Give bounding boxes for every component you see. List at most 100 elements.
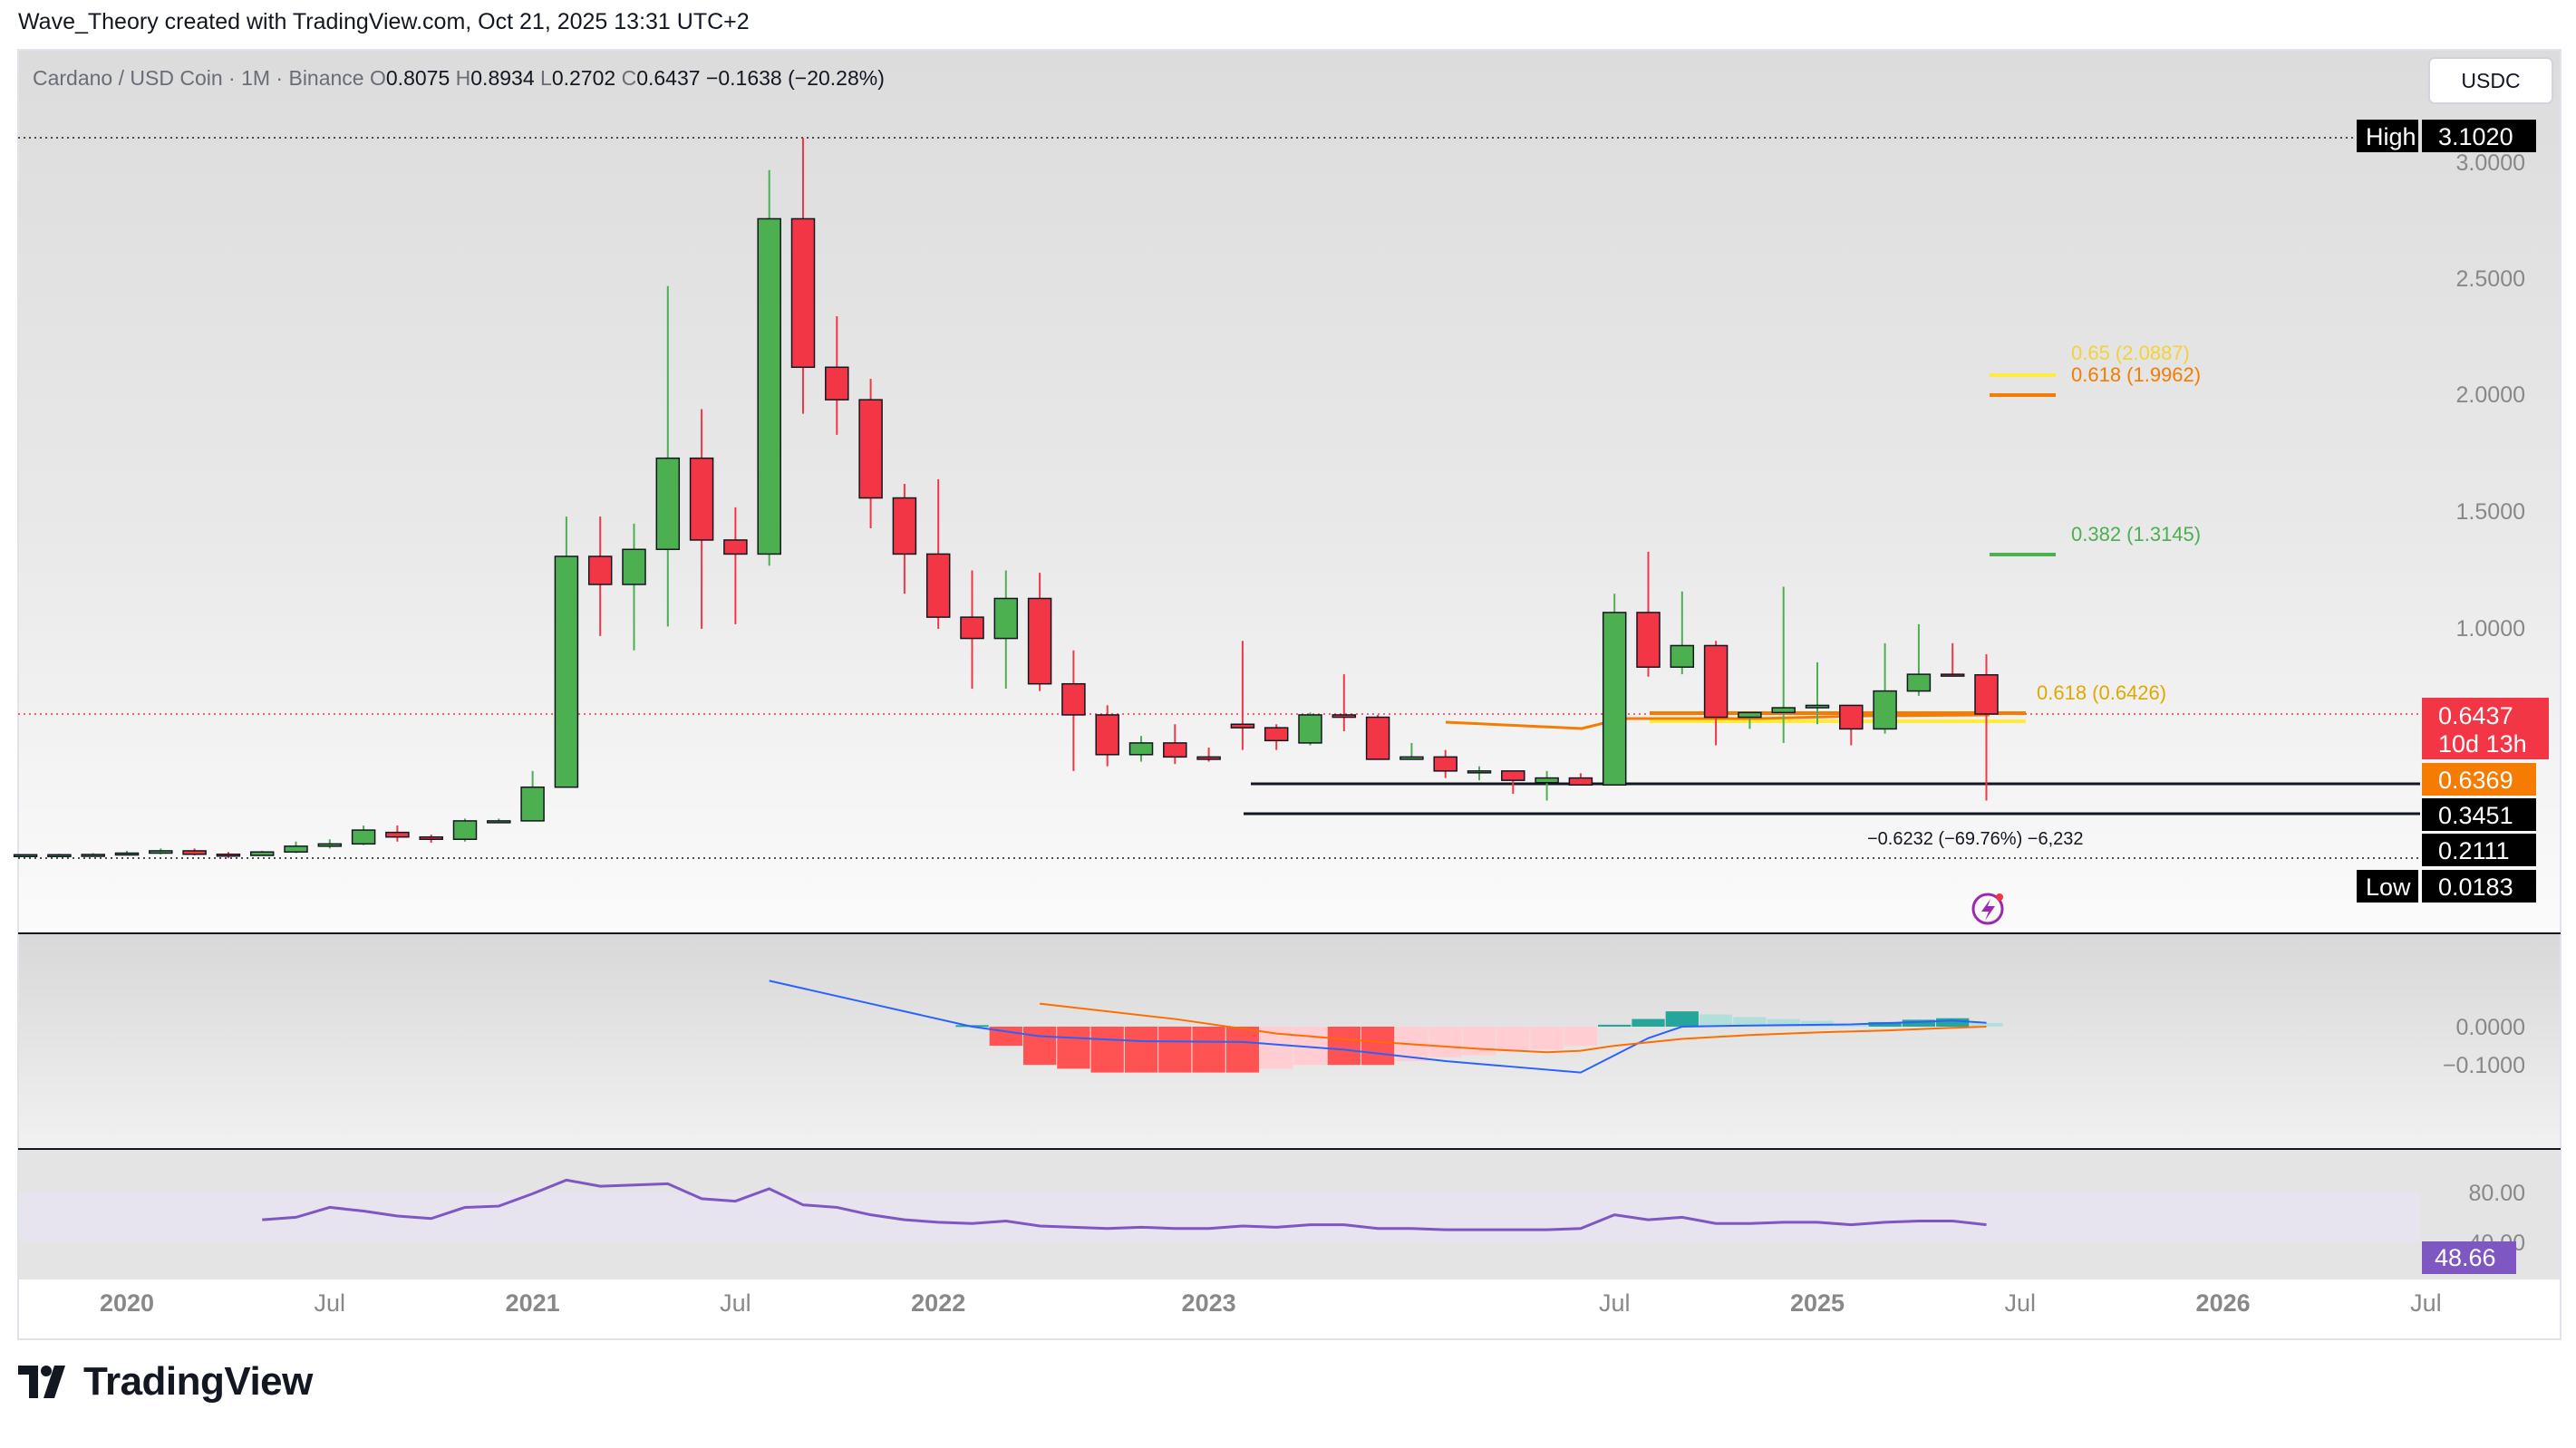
candle-body[interactable] [587,555,613,585]
candle-body[interactable] [1501,770,1525,781]
candle-body[interactable] [1568,777,1593,787]
candle-body[interactable] [689,457,714,541]
candle-body[interactable] [385,831,410,838]
price-tag-prefix-bg [2357,870,2418,903]
price-tick-label: 1.0000 [2456,616,2525,642]
rsi-tick-label: 80.00 [2468,1181,2525,1206]
candle-body[interactable] [1163,742,1187,758]
candle-body[interactable] [13,854,38,858]
tradingview-logo: TradingView [18,1359,313,1405]
candle-body[interactable] [1332,714,1357,719]
fib-618-upper-label: 0.618 (1.9962) [2071,363,2201,386]
macd-histogram-bar [1496,1027,1530,1052]
candle-body[interactable] [1974,674,1999,715]
macd-histogram-bar [1970,1022,2003,1027]
candle-body[interactable] [1636,612,1661,668]
candle-body[interactable] [452,820,478,840]
candle-body[interactable] [149,850,173,854]
macd-histogram-bar [1564,1027,1598,1047]
candle-body[interactable] [1196,756,1221,760]
macd-histogram-bar [1090,1027,1124,1073]
candle-body[interactable] [1805,704,1830,709]
countdown-label: 10d 13h [2438,730,2527,758]
candle-body[interactable] [216,854,241,857]
candle-body[interactable] [825,366,849,401]
macd-signal-line [1039,1002,1987,1054]
candle-body[interactable] [520,786,545,822]
brand-name: TradingView [83,1359,313,1404]
candle-body[interactable] [1873,690,1897,730]
price-panel-background [18,50,2561,933]
candle-body[interactable] [1670,644,1695,668]
candle-body[interactable] [1399,756,1424,760]
candle-body[interactable] [1230,723,1255,729]
candle-body[interactable] [1365,716,1390,760]
candle-body[interactable] [790,217,816,369]
candle-body[interactable] [1839,704,1864,730]
candle-body[interactable] [1061,682,1086,716]
fib-618-lower-label: 0.618 (0.6426) [2037,681,2166,704]
candle-body[interactable] [1095,714,1119,756]
macd-histogram-bar [1733,1017,1767,1027]
candle-body[interactable] [1940,673,1965,677]
price-tag-label: 0.6369 [2438,767,2513,794]
tv-logo-icon [18,1366,65,1398]
candle-body[interactable] [81,854,105,857]
time-tick-label: 2020 [100,1289,154,1317]
candle-body[interactable] [1298,714,1322,744]
candle-body[interactable] [182,850,207,855]
flash-icon-dot [1996,893,2003,901]
candle-body[interactable] [1128,742,1154,756]
price-tag-label: 0.3451 [2438,802,2513,829]
candle-body[interactable] [317,843,343,847]
price-tag-bg [2422,834,2536,866]
macd-histogram-bar [1665,1011,1699,1027]
candle-body[interactable] [1703,644,1729,719]
macd-histogram-bar [1868,1021,1902,1027]
time-tick-label: Jul [2410,1289,2442,1317]
price-tick-label: 3.0000 [2456,150,2525,176]
candle-body[interactable] [1264,727,1289,742]
candle-body[interactable] [622,548,646,585]
flash-icon[interactable] [1971,893,2004,925]
candle-body[interactable] [47,854,72,858]
candle-body[interactable] [351,829,376,845]
candle-body[interactable] [1467,770,1492,774]
price-tick-label: 2.5000 [2456,266,2525,292]
candle-body[interactable] [960,616,984,640]
currency-button[interactable] [2428,57,2553,104]
candle-body[interactable] [284,845,308,853]
time-tick-label: 2026 [2196,1289,2251,1317]
candle-body[interactable] [892,497,917,555]
macd-histogram-bar [1158,1027,1192,1073]
macd-histogram-bar [1428,1027,1462,1057]
time-tick-label: Jul [315,1289,346,1317]
candle-body[interactable] [1535,777,1559,784]
macd-histogram-bar [1800,1020,1835,1027]
candle-body[interactable] [858,399,883,499]
rsi-band [18,1192,2420,1242]
candle-body[interactable] [925,553,951,618]
candle-body[interactable] [487,820,511,824]
candle-body[interactable] [1738,711,1762,719]
price-tag-bg [2422,763,2536,796]
candle-body[interactable] [554,555,579,788]
candle-body[interactable] [249,851,275,856]
fib-382-label: 0.382 (1.3145) [2071,523,2201,545]
macd-histogram-bar [1057,1027,1090,1069]
candle-body[interactable] [1433,756,1457,772]
candle-body[interactable] [757,217,781,555]
price-tag-bg [2422,120,2536,152]
time-tick-label: 2021 [506,1289,560,1317]
candle-body[interactable] [1906,673,1932,692]
candle-body[interactable] [1027,597,1052,685]
candle-body[interactable] [1602,612,1627,787]
candle-body[interactable] [1771,707,1796,714]
candle-body[interactable] [114,852,140,856]
candle-body[interactable] [655,457,681,551]
candle-body[interactable] [993,597,1019,640]
candle-body[interactable] [419,835,443,840]
price-tag-bg [2422,870,2536,903]
candle-body[interactable] [723,539,748,555]
